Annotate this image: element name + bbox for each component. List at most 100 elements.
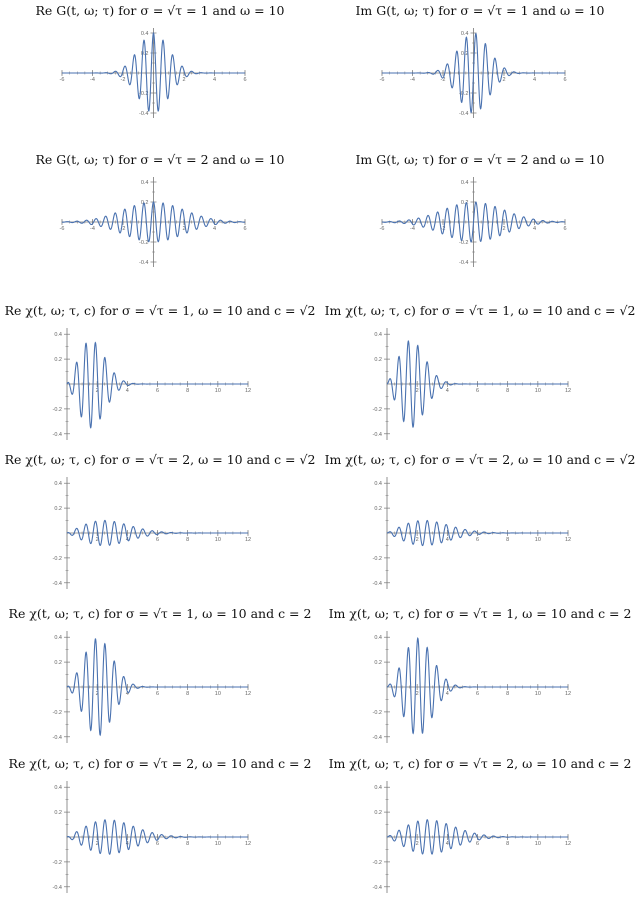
y-tick-label: 0.4 bbox=[141, 31, 149, 37]
x-tick-label: 6 bbox=[476, 691, 479, 697]
y-tick-label: -0.2 bbox=[139, 91, 148, 97]
x-tick-label: 10 bbox=[215, 841, 221, 847]
series-line bbox=[386, 339, 568, 428]
x-tick-label: 6 bbox=[243, 77, 246, 83]
line-chart: 2 4 6 8 10 12-0.4-0.20.20.4 bbox=[53, 631, 251, 743]
x-tick-label: 4 bbox=[213, 77, 216, 83]
chart-panel: Re G(t, ω; τ) for σ = √τ = 1 and ω = 10 -… bbox=[0, 0, 320, 149]
x-tick-label: -4 bbox=[90, 226, 95, 232]
x-tick-label: -2 bbox=[441, 226, 446, 232]
x-tick-label: 8 bbox=[506, 691, 509, 697]
y-tick-label: -0.2 bbox=[139, 240, 148, 246]
chart-panel: Re χ(t, ω; τ, c) for σ = √τ = 1, ω = 10 … bbox=[0, 300, 320, 449]
series-line bbox=[382, 32, 565, 114]
y-tick-label: -0.2 bbox=[53, 556, 62, 562]
x-tick-label: -4 bbox=[90, 77, 95, 83]
x-tick-label: -6 bbox=[380, 77, 385, 83]
x-tick-label: 6 bbox=[563, 226, 566, 232]
chart-title: Im G(t, ω; τ) for σ = √τ = 2 and ω = 10 bbox=[355, 152, 605, 167]
x-tick-label: -2 bbox=[121, 226, 126, 232]
chart-panel: Re χ(t, ω; τ, c) for σ = √τ = 2, ω = 10 … bbox=[0, 753, 320, 902]
x-tick-label: 12 bbox=[245, 691, 251, 697]
y-tick-label: -0.4 bbox=[53, 885, 62, 891]
chart-panel: Re G(t, ω; τ) for σ = √τ = 2 and ω = 10 -… bbox=[0, 149, 320, 298]
x-tick-label: 6 bbox=[156, 537, 159, 543]
chart-title: Re G(t, ω; τ) for σ = √τ = 2 and ω = 10 bbox=[35, 152, 285, 167]
x-tick-label: 8 bbox=[506, 841, 509, 847]
y-tick-label: 0.2 bbox=[374, 660, 382, 666]
x-tick-label: 4 bbox=[213, 226, 216, 232]
x-tick-label: 2 bbox=[96, 841, 99, 847]
series-line bbox=[386, 819, 568, 855]
y-tick-label: -0.2 bbox=[373, 556, 382, 562]
line-chart: -6 -4 -2 2 4 6-0.4-0.20.20.4 bbox=[380, 177, 567, 267]
series-line bbox=[66, 819, 248, 855]
y-tick-label: 0.4 bbox=[461, 31, 469, 37]
y-tick-label: -0.4 bbox=[53, 581, 62, 587]
series-line bbox=[66, 341, 248, 429]
y-tick-label: 0.4 bbox=[374, 635, 382, 641]
chart-panel: Im G(t, ω; τ) for σ = √τ = 1 and ω = 10 -… bbox=[320, 0, 640, 149]
y-tick-label: 0.4 bbox=[54, 481, 62, 487]
y-tick-label: 0.4 bbox=[54, 635, 62, 641]
y-tick-label: -0.2 bbox=[459, 240, 468, 246]
y-tick-label: 0.2 bbox=[54, 357, 62, 363]
y-tick-label: -0.4 bbox=[373, 581, 382, 587]
line-chart: -6 -4 -2 2 4 6-0.4-0.20.20.4 bbox=[380, 28, 567, 118]
x-tick-label: 10 bbox=[535, 691, 541, 697]
x-tick-label: -6 bbox=[380, 226, 385, 232]
y-tick-label: -0.4 bbox=[373, 432, 382, 438]
y-tick-label: -0.4 bbox=[139, 111, 148, 117]
x-tick-label: 12 bbox=[565, 841, 571, 847]
chart-panel: Im G(t, ω; τ) for σ = √τ = 2 and ω = 10 -… bbox=[320, 149, 640, 298]
series-line bbox=[386, 519, 568, 547]
series-line bbox=[66, 519, 248, 547]
y-tick-label: -0.2 bbox=[459, 91, 468, 97]
series-line bbox=[62, 32, 245, 112]
x-tick-label: 4 bbox=[446, 388, 449, 394]
line-chart: -6 -4 -2 2 4 6-0.4-0.20.20.4 bbox=[60, 177, 247, 267]
x-tick-label: -6 bbox=[60, 77, 65, 83]
x-tick-label: 10 bbox=[535, 537, 541, 543]
y-tick-label: 0.2 bbox=[54, 810, 62, 816]
x-tick-label: 10 bbox=[215, 388, 221, 394]
x-tick-label: 8 bbox=[506, 388, 509, 394]
x-tick-label: -2 bbox=[441, 77, 446, 83]
chart-title: Im χ(t, ω; τ, c) for σ = √τ = 2, ω = 10 … bbox=[324, 452, 636, 467]
y-tick-label: 0.2 bbox=[374, 357, 382, 363]
line-chart: -6 -4 -2 2 4 6-0.4-0.20.20.4 bbox=[60, 28, 247, 118]
x-tick-label: 8 bbox=[186, 691, 189, 697]
y-tick-label: -0.4 bbox=[373, 885, 382, 891]
x-tick-label: 4 bbox=[446, 691, 449, 697]
y-tick-label: 0.4 bbox=[374, 332, 382, 338]
x-tick-label: 4 bbox=[126, 691, 129, 697]
x-tick-label: -6 bbox=[60, 226, 65, 232]
series-line bbox=[66, 638, 248, 737]
y-tick-label: -0.4 bbox=[53, 735, 62, 741]
chart-panel: Im χ(t, ω; τ, c) for σ = √τ = 1, ω = 10 … bbox=[320, 300, 640, 449]
line-chart: 2 4 6 8 10 12-0.4-0.20.20.4 bbox=[53, 781, 251, 893]
y-tick-label: -0.4 bbox=[459, 260, 468, 266]
chart-panel: Im χ(t, ω; τ, c) for σ = √τ = 2, ω = 10 … bbox=[320, 449, 640, 598]
x-tick-label: 6 bbox=[156, 841, 159, 847]
line-chart: 2 4 6 8 10 12-0.4-0.20.20.4 bbox=[53, 328, 251, 440]
x-tick-label: 2 bbox=[416, 537, 419, 543]
chart-panel: Im χ(t, ω; τ, c) for σ = √τ = 2, ω = 10 … bbox=[320, 753, 640, 902]
x-tick-label: -4 bbox=[410, 77, 415, 83]
x-tick-label: 2 bbox=[416, 388, 419, 394]
x-tick-label: 10 bbox=[215, 691, 221, 697]
x-tick-label: 2 bbox=[182, 226, 185, 232]
y-tick-label: 0.4 bbox=[141, 180, 149, 186]
x-tick-label: 6 bbox=[243, 226, 246, 232]
y-tick-label: -0.2 bbox=[373, 710, 382, 716]
chart-title: Re χ(t, ω; τ, c) for σ = √τ = 2, ω = 10 … bbox=[4, 452, 316, 467]
chart-panel: Re χ(t, ω; τ, c) for σ = √τ = 2, ω = 10 … bbox=[0, 449, 320, 598]
x-tick-label: 2 bbox=[502, 77, 505, 83]
x-tick-label: 12 bbox=[565, 388, 571, 394]
x-tick-label: 12 bbox=[565, 691, 571, 697]
y-tick-label: 0.4 bbox=[374, 785, 382, 791]
line-chart: 2 4 6 8 10 12-0.4-0.20.20.4 bbox=[373, 328, 571, 440]
x-tick-label: 2 bbox=[502, 226, 505, 232]
x-tick-label: 6 bbox=[156, 388, 159, 394]
chart-title: Im χ(t, ω; τ, c) for σ = √τ = 2, ω = 10 … bbox=[328, 756, 632, 771]
